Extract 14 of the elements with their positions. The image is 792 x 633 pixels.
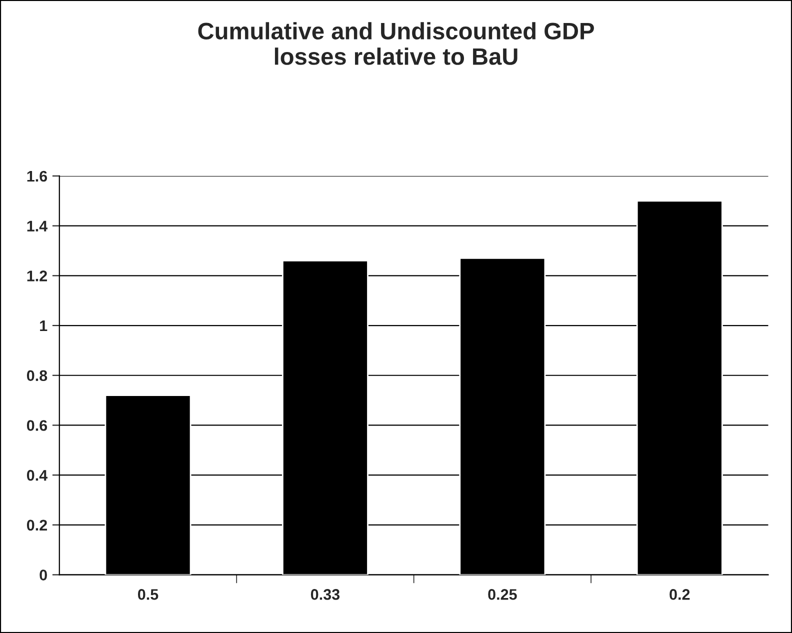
y-tick-label: 0.8	[26, 370, 48, 382]
x-tick-label: 0.25	[488, 589, 517, 600]
y-tick-label: 1	[40, 320, 48, 332]
y-tick-label: 0.4	[26, 470, 48, 481]
y-tick-label: 0	[40, 570, 47, 580]
y-tick-label: 1.6	[27, 170, 48, 182]
x-tick-label: 0.5	[138, 589, 158, 600]
x-tick-label: 0.2	[670, 589, 690, 600]
y-tick-label: 1.4	[27, 220, 48, 232]
y-tick-label: 0.6	[26, 420, 48, 431]
y-tick-label: 1.2	[27, 270, 47, 282]
y-tick-label: 0.2	[26, 520, 47, 531]
x-tick-label: 0.33	[310, 589, 340, 600]
chart-title: Cumulative and Undiscounted GDP losses relative to BaU	[198, 22, 594, 65]
